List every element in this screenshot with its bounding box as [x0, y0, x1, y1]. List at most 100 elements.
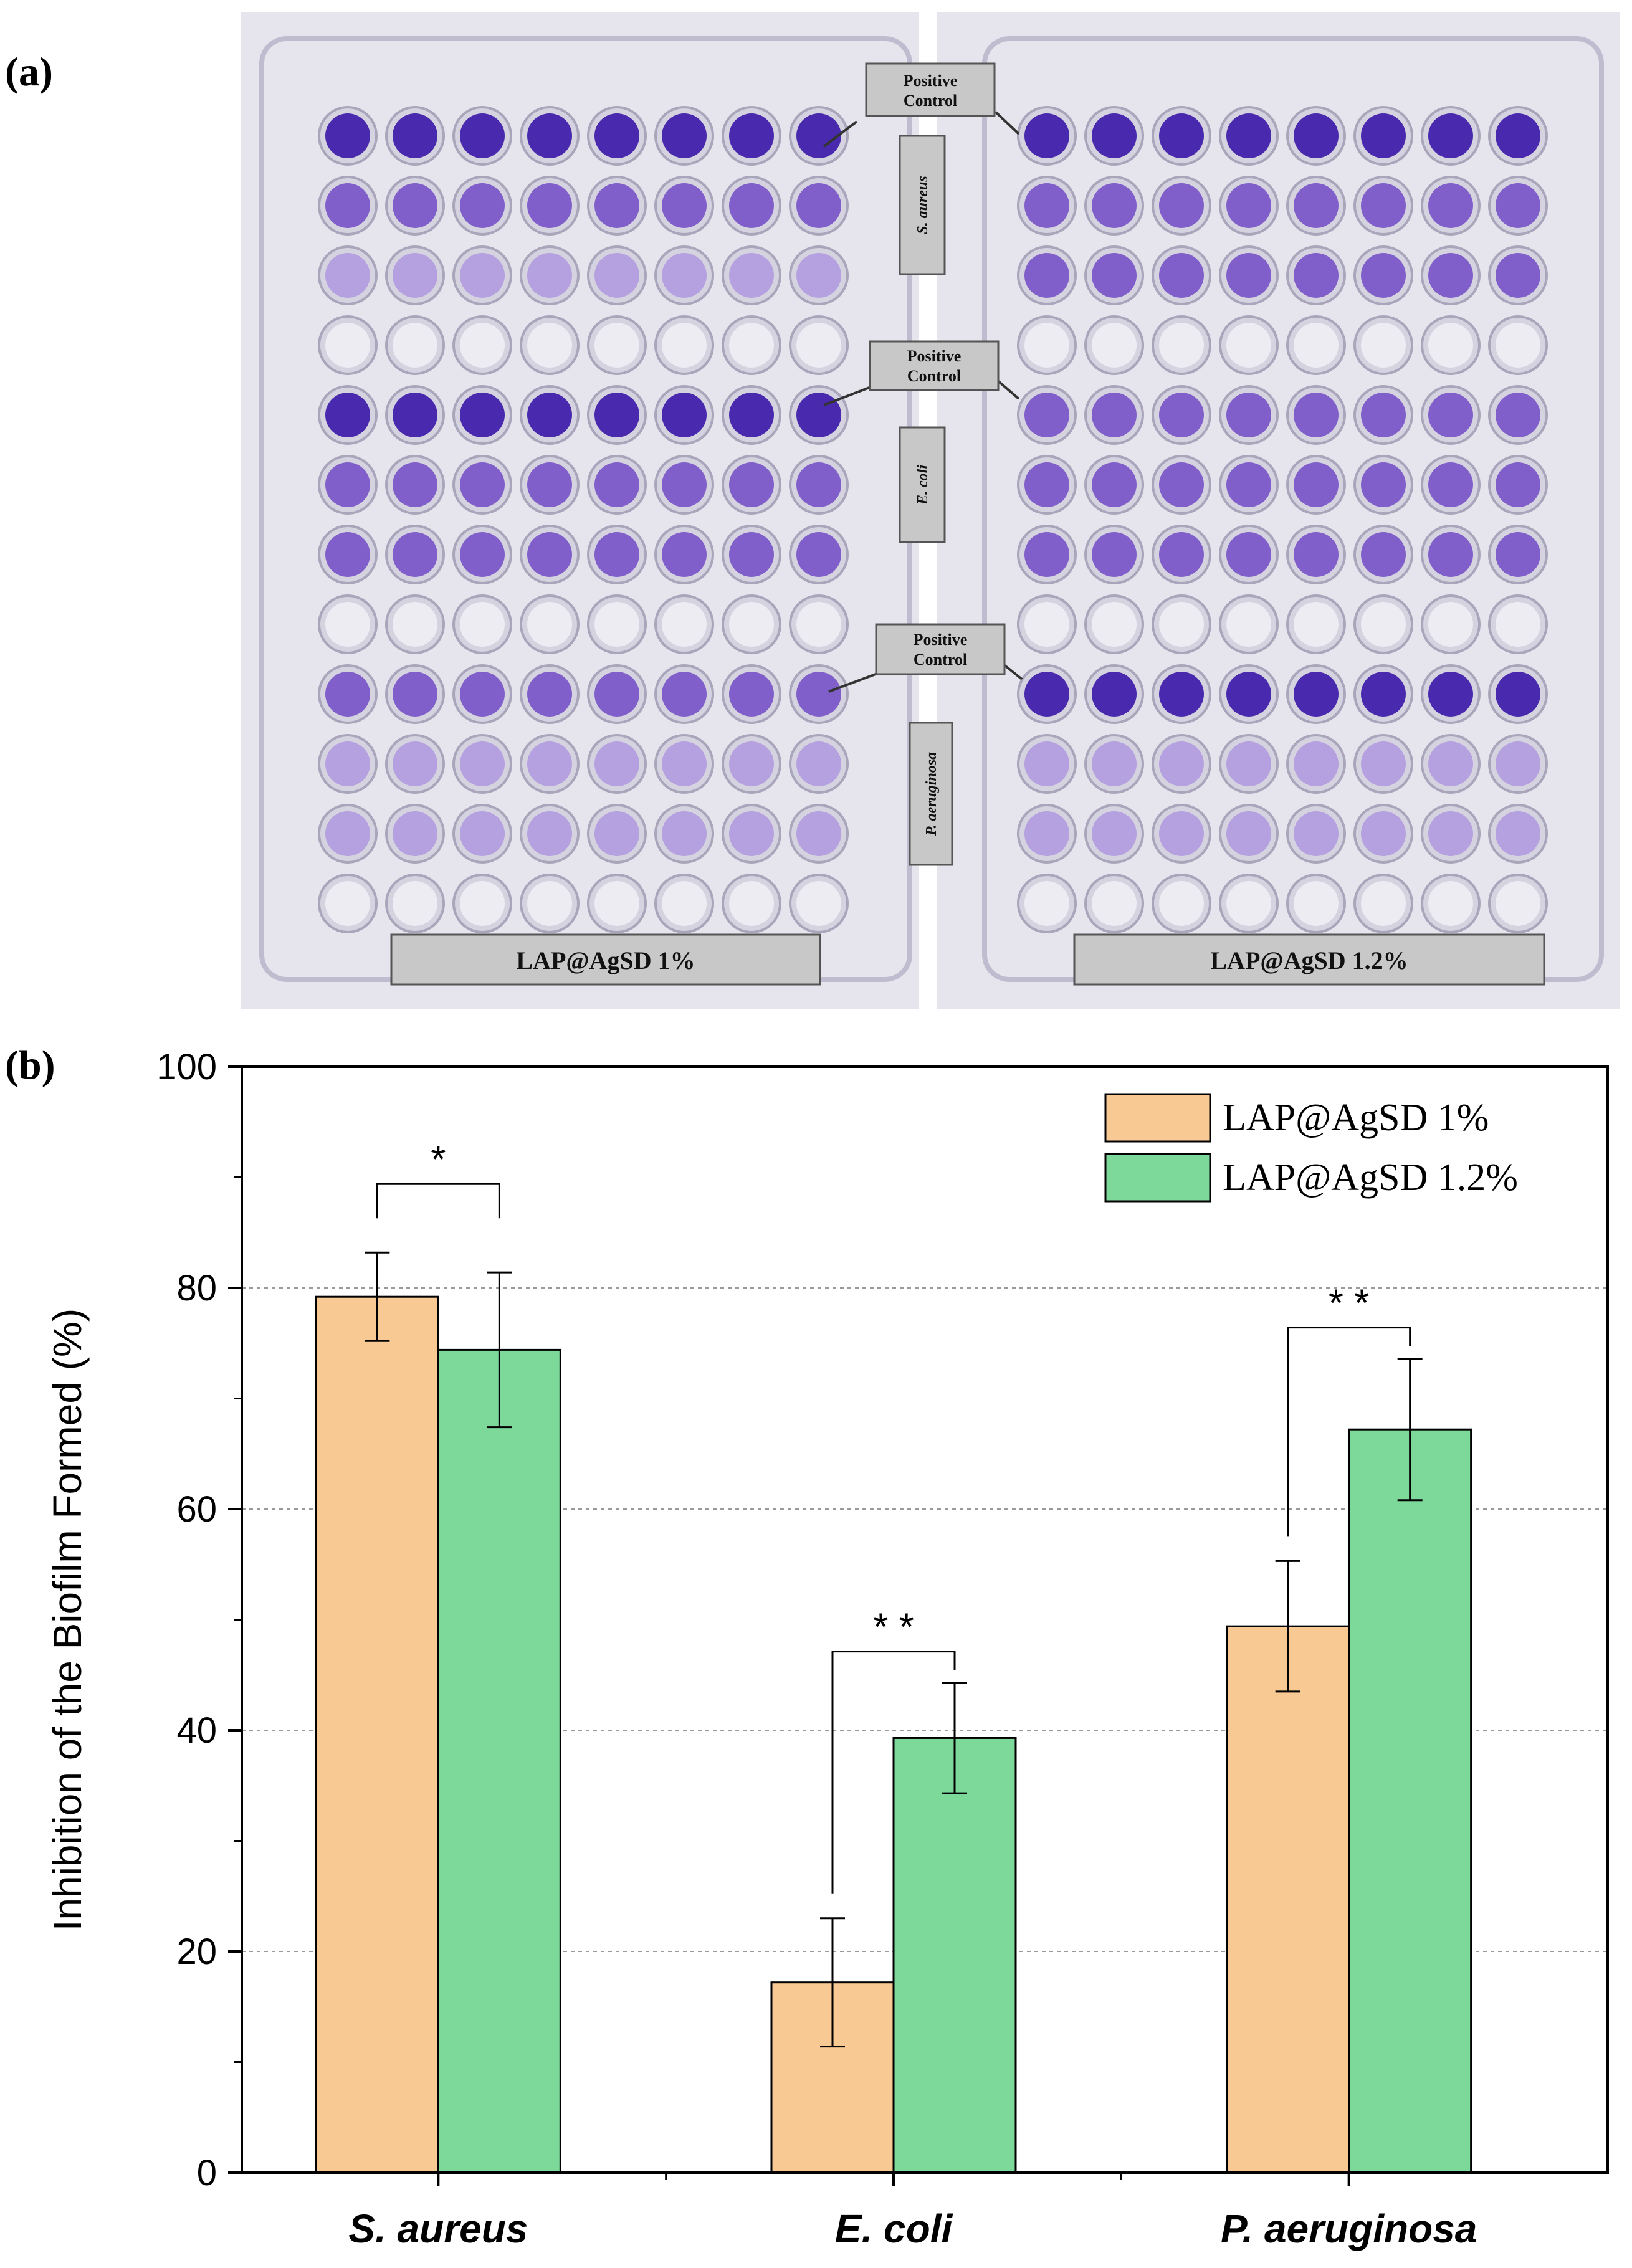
left-plate-well: [393, 113, 437, 158]
right-plate-well: [1428, 113, 1473, 158]
left-plate-well: [796, 183, 841, 228]
right-plate-well: [1294, 253, 1339, 298]
right-plate-well: [1294, 393, 1339, 437]
right-plate-well: [1159, 183, 1204, 228]
left-plate-well: [460, 672, 505, 717]
y-tick-label: 20: [176, 1932, 217, 1972]
positive-control-3-line2: Control: [914, 650, 967, 669]
left-plate-well: [527, 811, 572, 856]
x-category-label: E. coli: [835, 2206, 953, 2251]
right-plate-well: [1092, 532, 1137, 577]
right-plate-well: [1092, 462, 1137, 507]
left-plate-well: [393, 183, 437, 228]
left-plate-well: [460, 113, 505, 158]
left-plate-well: [594, 113, 639, 158]
left-plate-well: [796, 602, 841, 647]
bacteria-tag-p-aeruginosa: P. aeruginosa: [909, 722, 953, 866]
left-plate-well: [662, 462, 707, 507]
right-plate-well: [1226, 741, 1271, 786]
right-plate-well: [1159, 881, 1204, 926]
significance-bracket: [831, 1651, 956, 1894]
right-plate-well: [1428, 602, 1473, 647]
right-plate-well: [1361, 672, 1406, 717]
left-plate-well: [460, 602, 505, 647]
right-plate-well: [1496, 462, 1540, 507]
positive-control-tag-2: Positive Control: [823, 340, 1020, 406]
right-plate-well: [1361, 113, 1406, 158]
right-plate-well: [1159, 113, 1204, 158]
right-plate-well: [1361, 462, 1406, 507]
bacteria-tag-e-coli: E. coli: [899, 426, 946, 543]
positive-control-tag-3: Positive Control: [828, 623, 1023, 693]
left-plate-well: [325, 532, 370, 577]
right-plate-well: [1159, 602, 1204, 647]
left-plate-well: [796, 672, 841, 717]
left-plate-well: [325, 183, 370, 228]
y-tick-label: 0: [197, 2153, 217, 2193]
left-plate-well: [325, 462, 370, 507]
right-plate-well: [1428, 811, 1473, 856]
left-plate-well: [729, 393, 774, 437]
legend-swatch: [1104, 1093, 1211, 1143]
left-plate-well: [393, 323, 437, 368]
left-plate-well: [729, 183, 774, 228]
right-plate-caption-text: LAP@AgSD 1.2%: [1210, 946, 1408, 974]
left-plate-well: [594, 323, 639, 368]
significance-bracket: [1287, 1327, 1411, 1537]
left-plate-well: [460, 881, 505, 926]
bar-paeruginosa-series-2: [1348, 1428, 1472, 2174]
significance-marker: * *: [1329, 1282, 1369, 1325]
left-plate-well: [527, 462, 572, 507]
right-plate-well: [1092, 253, 1137, 298]
left-plate-well: [594, 532, 639, 577]
right-plate-well: [1361, 253, 1406, 298]
right-plate-well: [1294, 811, 1339, 856]
right-plate-well: [1024, 672, 1069, 717]
positive-control-tag-1: Positive Control: [823, 62, 1020, 148]
right-plate-well: [1496, 881, 1540, 926]
left-plate-well: [527, 532, 572, 577]
left-plate-well: [662, 532, 707, 577]
chart-gridlines: [242, 1287, 1608, 1952]
positive-control-3-line1: Positive: [914, 631, 968, 649]
right-plate-well: [1159, 323, 1204, 368]
left-plate-well: [460, 393, 505, 437]
bar-ecoli-series-2: [892, 1737, 1017, 2174]
right-plate-well: [1024, 253, 1069, 298]
left-plate-well: [662, 113, 707, 158]
right-plate-wells: [1017, 106, 1548, 933]
right-plate-well: [1092, 393, 1137, 437]
right-plate-well: [1159, 393, 1204, 437]
right-plate-well: [1428, 881, 1473, 926]
left-plate-well: [729, 253, 774, 298]
right-plate-well: [1496, 811, 1540, 856]
right-plate-well: [1226, 323, 1271, 368]
left-plate-well: [662, 672, 707, 717]
x-category-label: S. aureus: [348, 2206, 528, 2251]
right-plate-well: [1294, 602, 1339, 647]
left-plate-well: [393, 811, 437, 856]
left-plate-well: [325, 323, 370, 368]
left-plate-well: [594, 602, 639, 647]
right-plate-well: [1361, 532, 1406, 577]
right-plate-well: [1226, 811, 1271, 856]
left-plate-well: [729, 811, 774, 856]
left-plate-well: [325, 881, 370, 926]
left-plate-well: [729, 462, 774, 507]
right-plate-well: [1092, 672, 1137, 717]
y-tick-label: 100: [156, 1047, 217, 1087]
right-plate-well: [1024, 881, 1069, 926]
left-plate-well: [527, 113, 572, 158]
left-plate-caption-text: LAP@AgSD 1%: [516, 946, 695, 974]
right-plate-well: [1361, 741, 1406, 786]
left-plate-well: [325, 672, 370, 717]
tag-e-coli: E. coli: [915, 465, 931, 505]
right-plate-well: [1226, 462, 1271, 507]
left-plate-well: [527, 672, 572, 717]
left-plate-well: [662, 323, 707, 368]
bacteria-tag-s-aureus: S. aureus: [899, 135, 946, 275]
right-plate-well: [1024, 323, 1069, 368]
right-plate-well: [1361, 393, 1406, 437]
y-tick-label: 80: [176, 1268, 217, 1308]
left-plate-well: [527, 183, 572, 228]
